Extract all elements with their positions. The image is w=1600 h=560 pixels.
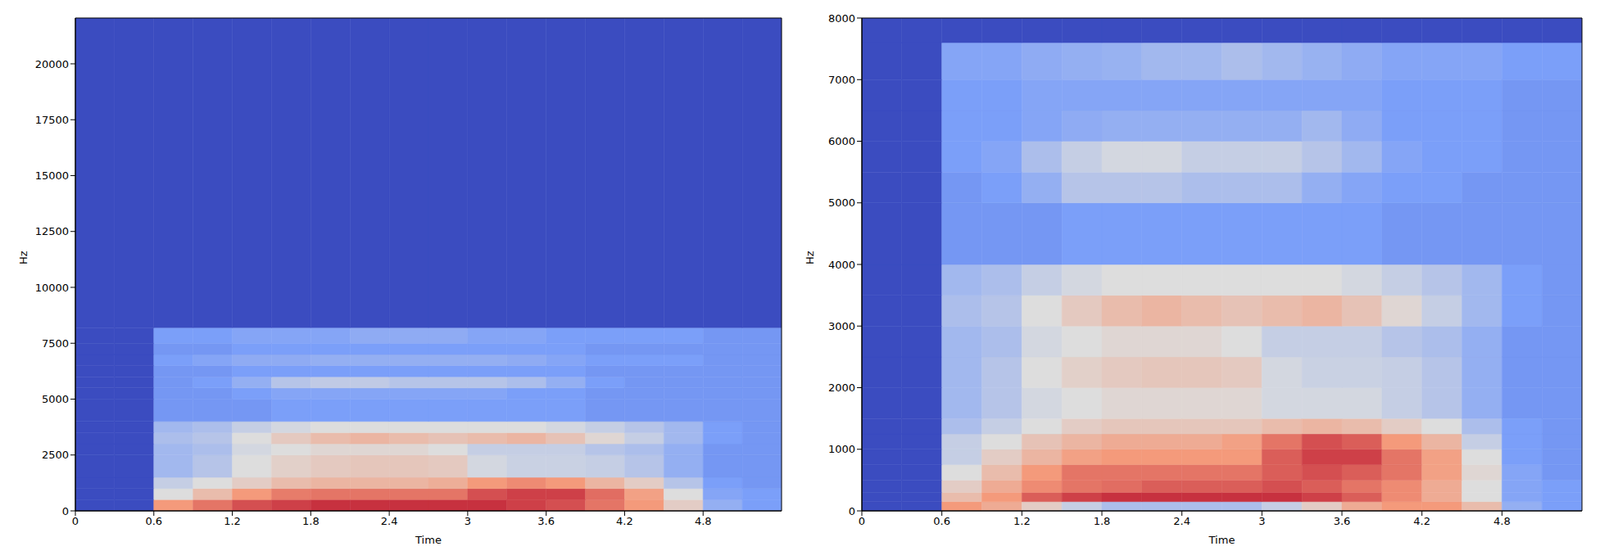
svg-text:3000: 3000 <box>828 320 856 333</box>
svg-text:0: 0 <box>848 505 856 518</box>
svg-text:Hz: Hz <box>17 250 30 265</box>
svg-text:0.6: 0.6 <box>933 515 951 528</box>
svg-text:15000: 15000 <box>35 169 69 182</box>
svg-text:0: 0 <box>62 505 69 518</box>
svg-text:3: 3 <box>1258 515 1265 528</box>
svg-text:4.8: 4.8 <box>1493 515 1511 528</box>
svg-text:6000: 6000 <box>828 135 856 148</box>
svg-text:0.6: 0.6 <box>145 515 163 528</box>
svg-text:1.8: 1.8 <box>1093 515 1111 528</box>
svg-text:8000: 8000 <box>828 12 856 25</box>
svg-text:2000: 2000 <box>828 381 856 395</box>
svg-text:Time: Time <box>414 534 442 547</box>
svg-text:0: 0 <box>858 515 866 528</box>
svg-text:1.2: 1.2 <box>223 515 241 528</box>
svg-text:0: 0 <box>72 515 79 528</box>
svg-text:1.2: 1.2 <box>1013 515 1031 528</box>
svg-text:3: 3 <box>464 515 472 528</box>
svg-text:17500: 17500 <box>35 113 69 127</box>
svg-text:5000: 5000 <box>41 393 69 406</box>
svg-text:Time: Time <box>1208 534 1236 547</box>
svg-text:20000: 20000 <box>35 58 69 71</box>
svg-text:12500: 12500 <box>35 225 69 238</box>
svg-text:10000: 10000 <box>35 281 69 295</box>
svg-text:4.8: 4.8 <box>694 515 712 528</box>
svg-text:1.8: 1.8 <box>302 515 320 528</box>
svg-text:7000: 7000 <box>828 73 856 87</box>
svg-text:Hz: Hz <box>803 250 816 265</box>
svg-text:2.4: 2.4 <box>380 515 399 528</box>
svg-text:2.4: 2.4 <box>1173 515 1191 528</box>
svg-text:7500: 7500 <box>41 337 69 350</box>
svg-text:3.6: 3.6 <box>537 515 555 528</box>
svg-text:4000: 4000 <box>828 258 856 272</box>
svg-text:2500: 2500 <box>41 448 69 462</box>
svg-text:3.6: 3.6 <box>1333 515 1351 528</box>
svg-text:4.2: 4.2 <box>1413 515 1431 528</box>
svg-text:1000: 1000 <box>828 443 856 456</box>
svg-text:5000: 5000 <box>828 196 856 209</box>
svg-text:4.2: 4.2 <box>616 515 634 528</box>
